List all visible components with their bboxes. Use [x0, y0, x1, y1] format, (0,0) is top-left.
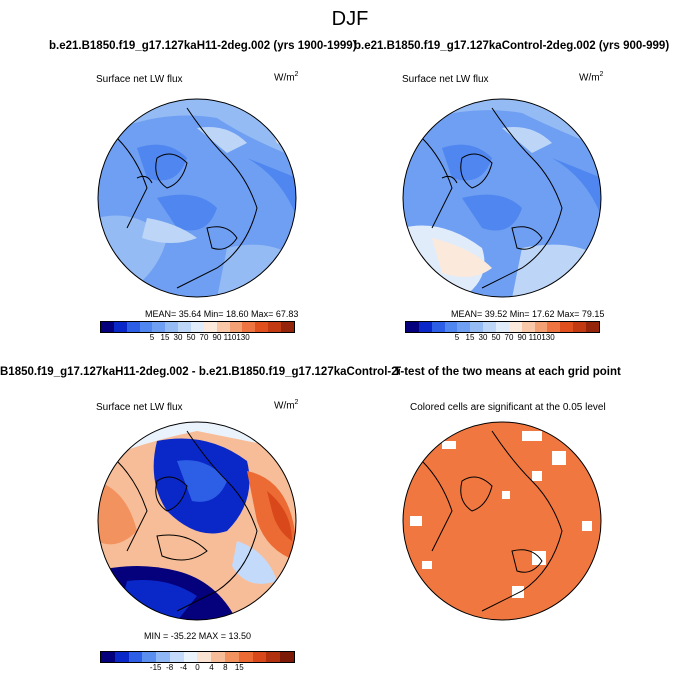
panel2-stats: MEAN= 39.52 Min= 17.62 Max= 79.15 — [451, 309, 605, 319]
colorbar-swatch — [152, 322, 166, 332]
colorbar-swatch — [470, 322, 484, 332]
colorbar-tick-label: 4 — [209, 663, 214, 672]
colorbar-swatch — [113, 322, 127, 332]
colorbar-swatch — [255, 322, 269, 332]
colorbar-swatch — [211, 652, 226, 662]
colorbar-tick-label: 130 — [541, 333, 555, 342]
colorbar-tick-label: -15 — [149, 663, 162, 672]
colorbar-swatch — [183, 652, 198, 662]
colorbar-tick-label: 5 — [149, 333, 155, 342]
panel2-colorbar: 5 15 30 50 70 90 110 130 — [405, 321, 600, 345]
colorbar-swatch — [560, 322, 574, 332]
panel4-note: Colored cells are significant at the 0.0… — [410, 402, 606, 413]
colorbar-tick-label: 70 — [199, 333, 209, 342]
colorbar-swatch — [156, 652, 170, 662]
colorbar-swatch — [496, 322, 509, 332]
panel2-variable: Surface net LW flux — [402, 74, 489, 85]
colorbar-swatch — [483, 322, 497, 332]
colorbar-tick-label: -4 — [180, 663, 188, 672]
colorbar-swatch — [444, 322, 458, 332]
colorbar-tick-label: 8 — [223, 663, 228, 672]
colorbar-swatch — [266, 652, 281, 662]
colorbar-tick-label: -8 — [166, 663, 174, 672]
panel4-title: T-test of the two means at each grid poi… — [394, 366, 621, 378]
colorbar-tick-label: 70 — [504, 333, 514, 342]
colorbar-swatch — [165, 322, 179, 332]
colorbar-swatch — [229, 322, 243, 332]
colorbar-swatch — [521, 322, 535, 332]
colorbar-swatch — [586, 322, 599, 332]
panel3-title: B1850.f19_g17.127kaH11-2deg.002 - b.e21.… — [0, 366, 400, 378]
colorbar-swatch — [431, 322, 445, 332]
panel3-difference-map — [97, 421, 297, 621]
colorbar-swatch — [139, 322, 153, 332]
colorbar-swatch — [114, 652, 129, 662]
figure-title: DJF — [331, 8, 369, 30]
panel3-variable: Surface net LW flux — [96, 402, 183, 413]
panel1-polar-map — [97, 98, 297, 298]
colorbar-swatch — [534, 322, 548, 332]
colorbar-swatch — [281, 322, 294, 332]
colorbar-swatch — [101, 652, 115, 662]
colorbar-swatch — [457, 322, 471, 332]
panel2-polar-map — [402, 98, 602, 298]
colorbar-tick-label: 130 — [236, 333, 250, 342]
panel3-colorbar: -15 -8 -4 0 4 8 15 — [100, 651, 295, 675]
panel1-units: W/m2 — [274, 71, 299, 84]
colorbar-swatch — [216, 322, 230, 332]
colorbar-swatch — [101, 322, 114, 332]
colorbar-tick-label: 30 — [173, 333, 183, 342]
colorbar-tick-label: 50 — [186, 333, 196, 342]
colorbar-tick-label: 15 — [234, 663, 244, 672]
colorbar-swatch — [280, 652, 294, 662]
panel3-stats: MIN = -35.22 MAX = 13.50 — [144, 631, 252, 641]
colorbar-swatch — [238, 652, 253, 662]
colorbar-swatch — [406, 322, 419, 332]
colorbar-swatch — [142, 652, 157, 662]
colorbar-swatch — [197, 652, 212, 662]
colorbar-swatch — [128, 652, 143, 662]
colorbar-tick-label: 15 — [160, 333, 170, 342]
colorbar-tick-label: 0 — [195, 663, 200, 672]
panel1-title: b.e21.B1850.f19_g17.127kaH11-2deg.002 (y… — [49, 40, 357, 52]
colorbar-swatch — [268, 322, 282, 332]
colorbar-swatch — [225, 652, 239, 662]
colorbar-tick-label: 110 — [223, 333, 237, 342]
colorbar-tick-label: 50 — [491, 333, 501, 342]
colorbar-tick-label: 90 — [212, 333, 222, 342]
colorbar-swatch — [252, 652, 267, 662]
colorbar-tick-label: 90 — [517, 333, 527, 342]
panel1-variable: Surface net LW flux — [96, 74, 183, 85]
colorbar-swatch — [508, 322, 522, 332]
colorbar-swatch — [126, 322, 140, 332]
colorbar-tick-label: 15 — [465, 333, 475, 342]
panel2-title: b.e21.B1850.f19_g17.127kaControl-2deg.00… — [354, 40, 670, 52]
colorbar-swatch — [547, 322, 561, 332]
colorbar-swatch — [191, 322, 204, 332]
colorbar-tick-label: 110 — [528, 333, 542, 342]
colorbar-swatch — [203, 322, 217, 332]
panel2-units: W/m2 — [579, 71, 604, 84]
panel1-stats: MEAN= 35.64 Min= 18.60 Max= 67.83 — [145, 309, 299, 319]
colorbar-tick-label: 5 — [454, 333, 460, 342]
colorbar-tick-label: 30 — [478, 333, 488, 342]
colorbar-swatch — [242, 322, 256, 332]
colorbar-swatch — [418, 322, 432, 332]
panel4-significance-map — [402, 421, 602, 621]
colorbar-swatch — [178, 322, 192, 332]
panel3-units: W/m2 — [274, 399, 299, 412]
colorbar-swatch — [573, 322, 587, 332]
colorbar-swatch — [169, 652, 184, 662]
panel1-colorbar: 5 15 30 50 70 90 110 130 — [100, 321, 295, 345]
